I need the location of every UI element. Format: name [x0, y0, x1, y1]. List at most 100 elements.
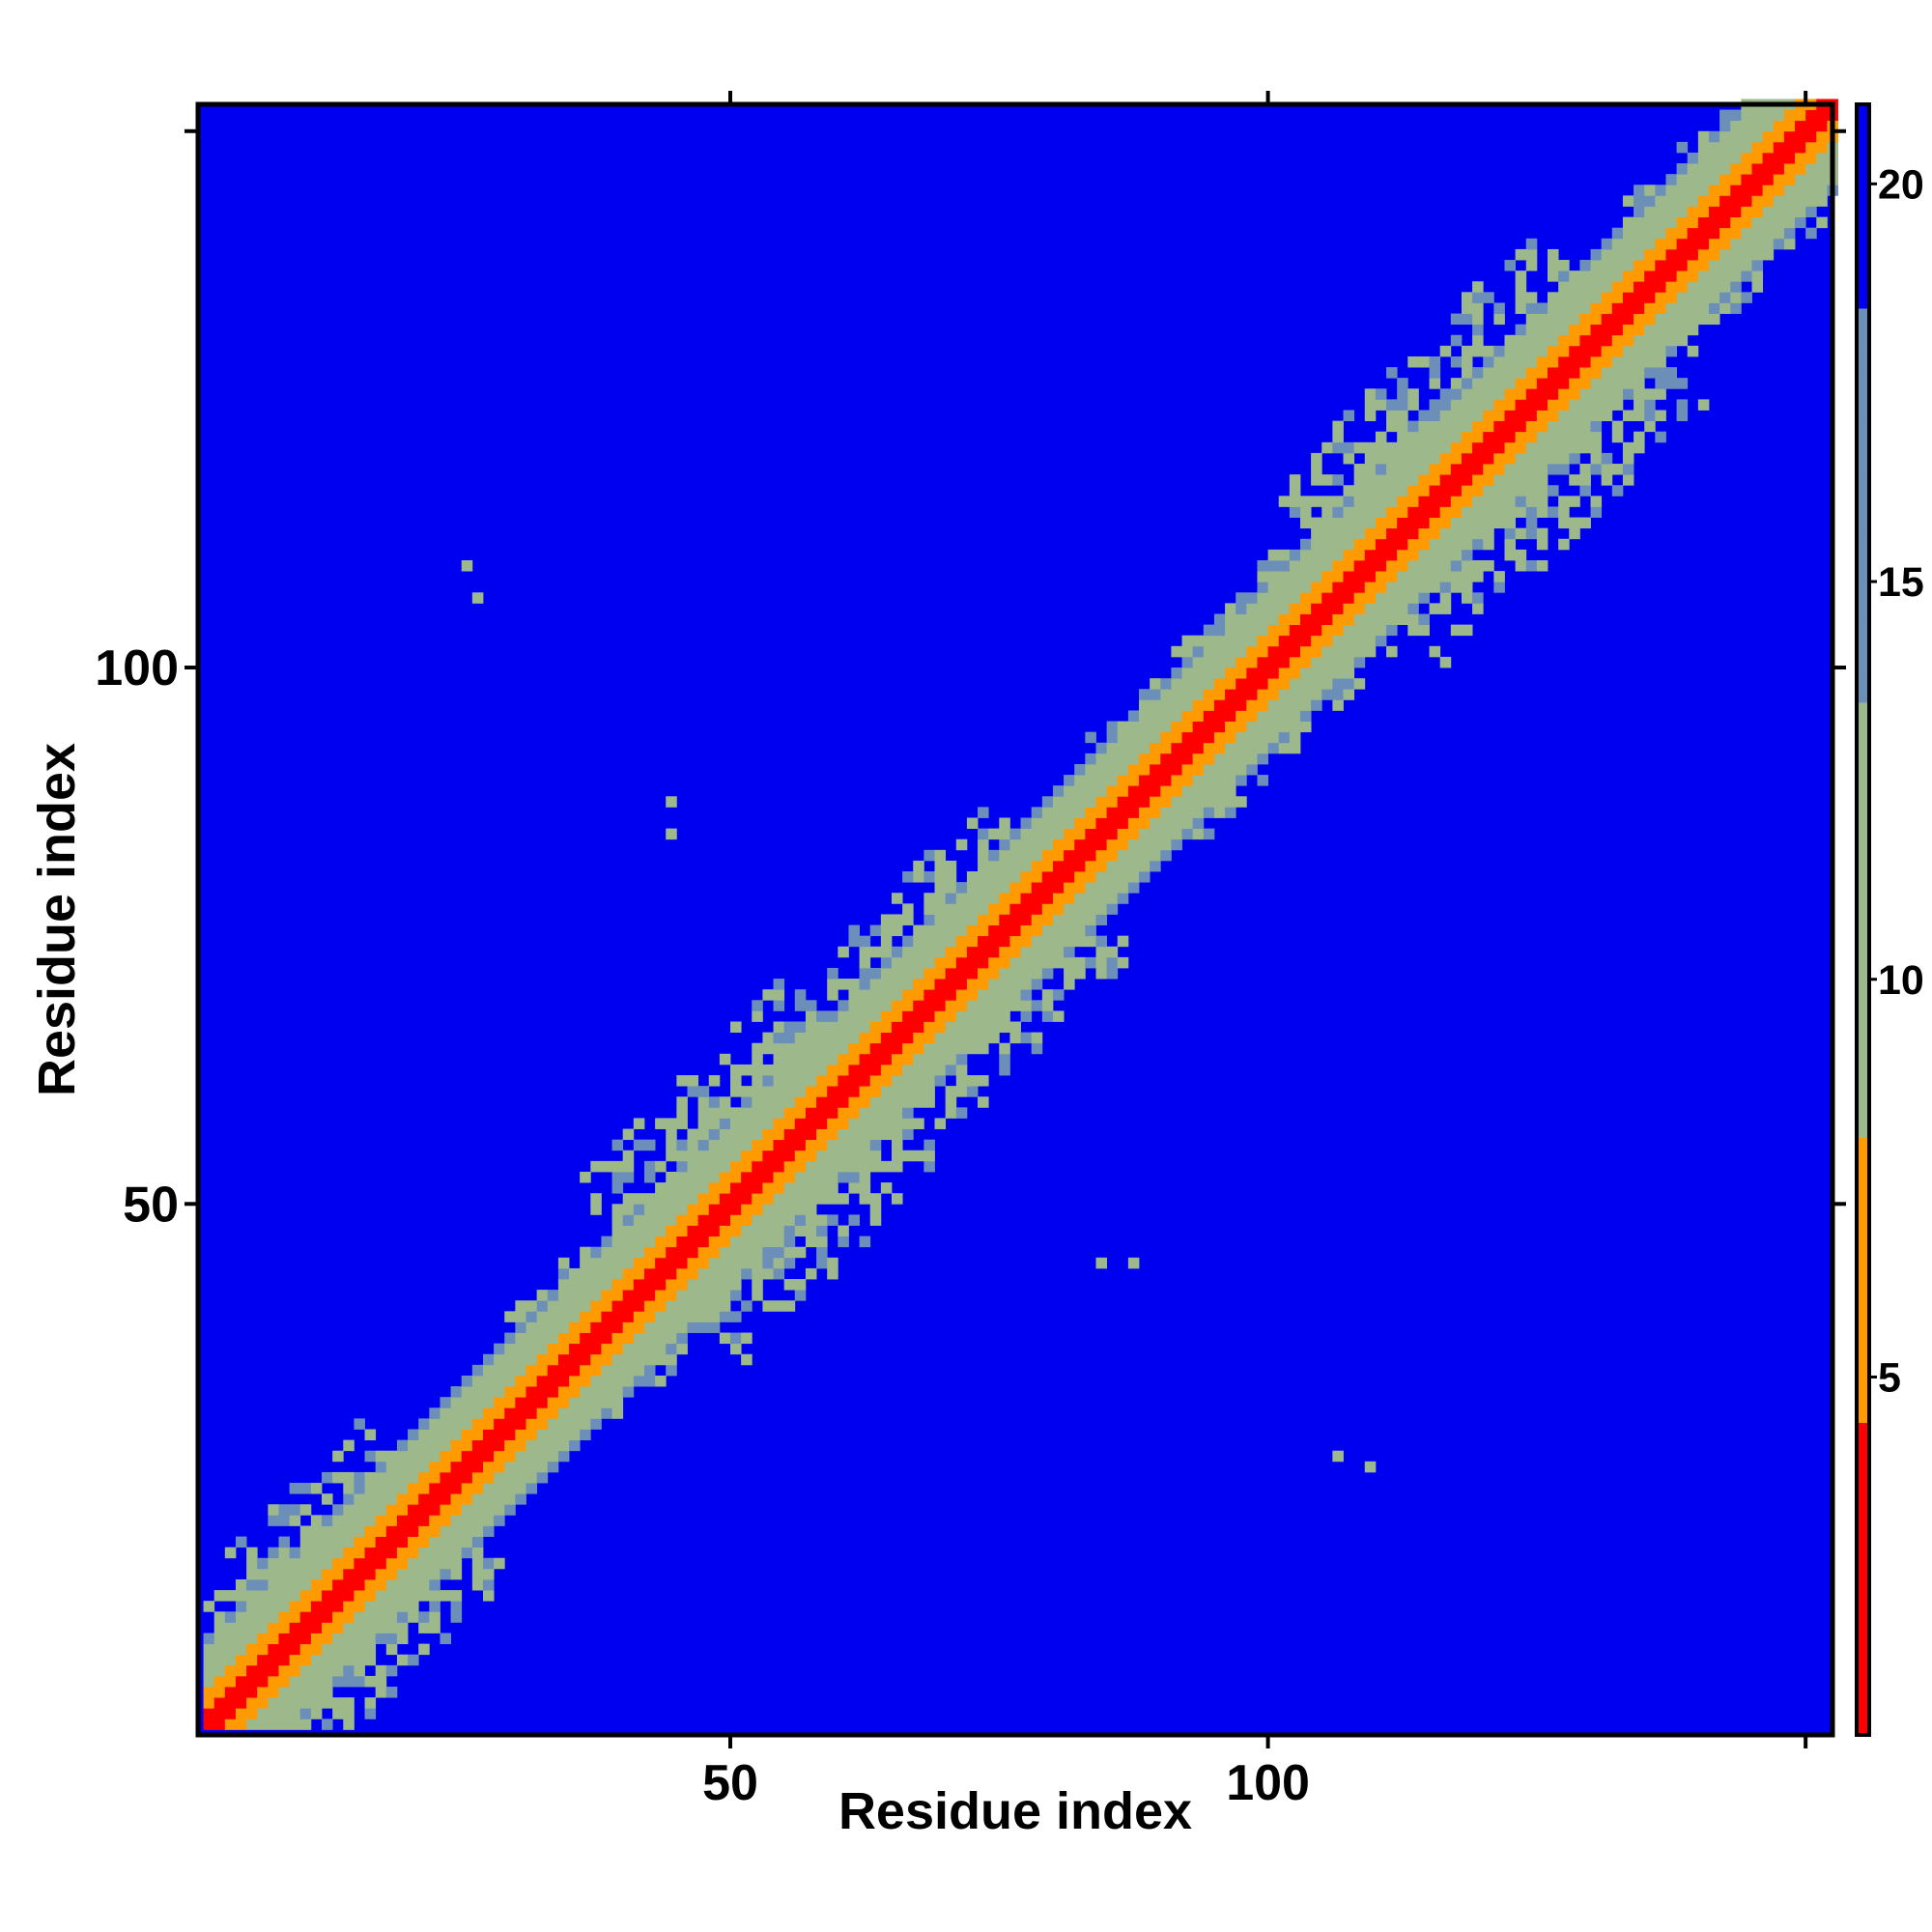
heatmap-cell: [1472, 313, 1484, 326]
heatmap-cell: [1225, 753, 1236, 765]
heatmap-cell: [1483, 367, 1494, 379]
heatmap-cell: [666, 1171, 677, 1183]
colorbar-segment: [1857, 797, 1869, 811]
heatmap-cell: [364, 1601, 377, 1612]
colorbar-segment: [1857, 1707, 1869, 1722]
heatmap-cell: [773, 1064, 785, 1076]
heatmap-cell: [1697, 152, 1710, 164]
heatmap-cell: [440, 1504, 451, 1516]
heatmap-cell: [752, 1160, 763, 1173]
heatmap-cell: [590, 1300, 602, 1312]
heatmap-cell: [1741, 292, 1752, 303]
heatmap-cell: [364, 1590, 377, 1602]
heatmap-cell: [655, 1343, 667, 1355]
heatmap-cell: [1181, 635, 1194, 647]
heatmap-cell: [1569, 431, 1580, 443]
heatmap-cell: [1181, 785, 1194, 797]
heatmap-cell: [978, 935, 989, 948]
heatmap-cell: [1783, 185, 1796, 196]
heatmap-cell: [1020, 849, 1033, 862]
heatmap-cell: [697, 1321, 710, 1333]
heatmap-cell: [268, 1504, 279, 1516]
heatmap-cell: [1031, 914, 1043, 925]
heatmap-cell: [1311, 464, 1322, 475]
heatmap-cell: [375, 1483, 387, 1494]
heatmap-cell: [1483, 388, 1494, 400]
heatmap-cell: [203, 1687, 215, 1698]
heatmap-cell: [891, 946, 903, 958]
heatmap-cell: [1289, 549, 1301, 561]
heatmap-cell: [945, 956, 957, 969]
colorbar-segment: [1857, 674, 1869, 690]
heatmap-cell: [880, 1010, 893, 1022]
heatmap-cell: [1171, 678, 1182, 690]
heatmap-cell: [1139, 699, 1151, 711]
heatmap-cell: [310, 1697, 323, 1709]
heatmap-cell: [590, 1279, 602, 1291]
heatmap-cell: [1816, 163, 1828, 175]
heatmap-cell: [1052, 989, 1065, 1001]
heatmap-cell: [978, 1032, 989, 1044]
heatmap-cell: [1773, 195, 1785, 207]
heatmap-cell: [1783, 109, 1796, 122]
heatmap-cell: [1386, 474, 1398, 486]
heatmap-cell: [955, 1064, 968, 1076]
heatmap-cell: [794, 1193, 807, 1205]
heatmap-cell: [1569, 420, 1580, 433]
heatmap-cell: [354, 1525, 365, 1537]
heatmap-cell: [1299, 571, 1312, 582]
heatmap-cell: [1622, 248, 1634, 261]
heatmap-cell: [1160, 849, 1172, 862]
heatmap-cell: [1031, 1000, 1043, 1011]
heatmap-cell: [978, 914, 989, 925]
heatmap-cell: [1278, 742, 1291, 754]
heatmap-cell: [1795, 216, 1806, 229]
heatmap-cell: [966, 1010, 979, 1022]
heatmap-cell: [794, 1128, 807, 1141]
heatmap-cell: [1644, 324, 1656, 336]
heatmap-cell: [666, 1214, 677, 1226]
heatmap-cell: [1601, 474, 1613, 486]
heatmap-cell: [697, 1311, 710, 1322]
heatmap-cell: [504, 1429, 516, 1441]
heatmap-cell: [343, 1708, 355, 1719]
heatmap-cell: [1095, 882, 1108, 894]
heatmap-cell: [450, 1483, 463, 1494]
heatmap-cell: [1106, 721, 1119, 733]
heatmap-cell: [310, 1601, 323, 1612]
heatmap-cell: [655, 1332, 667, 1345]
heatmap-cell: [536, 1471, 549, 1484]
heatmap-cell: [762, 1267, 774, 1280]
heatmap-cell: [1783, 206, 1796, 218]
heatmap-cell: [1041, 871, 1054, 883]
heatmap-cell: [1590, 431, 1603, 443]
heatmap-cell: [1171, 817, 1182, 830]
heatmap-cell: [408, 1450, 419, 1463]
heatmap-cell: [1139, 828, 1151, 840]
heatmap-cell: [1450, 571, 1463, 582]
heatmap-cell: [461, 1450, 473, 1463]
heatmap-cell: [697, 1107, 710, 1119]
heatmap-cell: [1611, 302, 1624, 314]
heatmap-cell: [1751, 238, 1764, 250]
heatmap-cell: [880, 956, 893, 969]
heatmap-cell: [838, 1075, 849, 1087]
heatmap-cell: [494, 1471, 505, 1484]
heatmap-cell: [633, 1214, 645, 1226]
heatmap-cell: [999, 903, 1010, 915]
heatmap-cell: [1289, 474, 1301, 486]
heatmap-cell: [1762, 195, 1775, 207]
heatmap-cell: [945, 946, 957, 958]
heatmap-cell: [299, 1687, 312, 1698]
heatmap-cell: [580, 1279, 591, 1291]
heatmap-cell: [794, 1139, 807, 1151]
heatmap-cell: [1343, 496, 1355, 507]
heatmap-cell: [1364, 635, 1377, 647]
heatmap-cell: [741, 1204, 753, 1215]
heatmap-cell: [719, 1053, 731, 1065]
heatmap-cell: [1321, 559, 1333, 572]
heatmap-cell: [945, 979, 957, 990]
heatmap-cell: [730, 1246, 742, 1259]
heatmap-cell: [848, 1010, 860, 1022]
heatmap-cell: [1450, 538, 1463, 551]
